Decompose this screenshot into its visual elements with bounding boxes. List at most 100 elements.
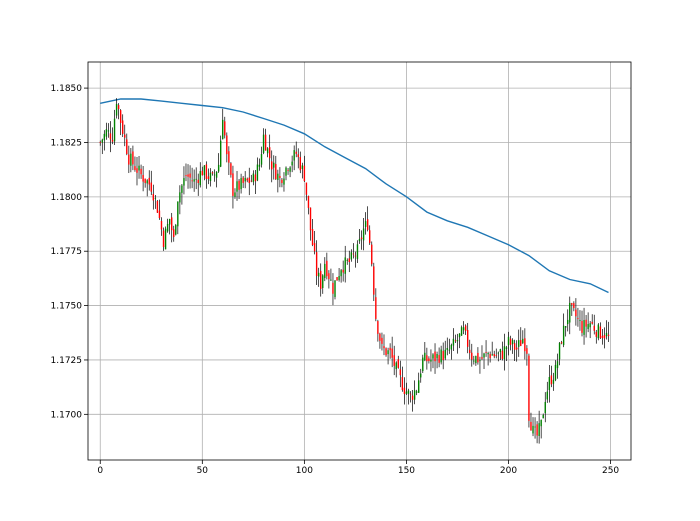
- candle-up-body: [138, 165, 140, 171]
- candle-down-body: [501, 350, 504, 359]
- candle-up-body: [262, 134, 265, 153]
- candle-down-body: [595, 331, 597, 337]
- candle-down-body: [191, 180, 193, 182]
- candle-up-body: [483, 353, 485, 358]
- candle-up-body: [579, 320, 581, 321]
- candle-up-body: [362, 228, 365, 241]
- candle-down-body: [189, 173, 191, 178]
- candle-down-body: [342, 269, 344, 273]
- candle-down-body: [148, 177, 150, 185]
- candle-down-body: [550, 375, 553, 385]
- candle-down-body: [348, 258, 350, 263]
- candle-up-body: [252, 173, 255, 183]
- candle-down-body: [397, 359, 399, 368]
- candle-down-body: [526, 348, 528, 354]
- candle-down-body: [575, 309, 577, 317]
- candle-down-body: [524, 338, 526, 352]
- candle-down-body: [391, 348, 393, 358]
- candle-down-body: [379, 333, 381, 341]
- candle-down-body: [144, 178, 146, 183]
- x-tick-label: 200: [500, 466, 517, 476]
- x-tick-label: 150: [398, 466, 415, 476]
- candle-up-body: [244, 177, 246, 182]
- plot-frame: [87, 61, 632, 461]
- candle-down-body: [226, 135, 228, 155]
- candle-down-body: [238, 180, 240, 190]
- candle-up-body: [283, 178, 285, 185]
- candle-down-body: [320, 270, 322, 289]
- candle-down-body: [571, 303, 573, 305]
- candle-down-body: [305, 182, 308, 195]
- candle-down-body: [299, 157, 302, 171]
- candle-down-body: [434, 351, 436, 362]
- candle-up-body: [479, 360, 481, 362]
- candle-down-body: [389, 347, 391, 351]
- candle-up-body: [475, 355, 477, 364]
- candle-down-body: [303, 165, 306, 182]
- candle-up-body: [240, 178, 242, 190]
- candle-down-body: [442, 350, 444, 360]
- candle-up-body: [115, 103, 118, 116]
- candle-up-body: [554, 364, 557, 381]
- candle-up-body: [289, 167, 291, 172]
- candle-down-body: [264, 134, 267, 151]
- candle-down-body: [591, 321, 593, 324]
- candle-down-body: [307, 195, 310, 208]
- candle-up-body: [440, 349, 442, 363]
- candle-up-body: [548, 377, 551, 391]
- candle-down-body: [409, 393, 412, 395]
- candle-up-body: [330, 279, 332, 281]
- candle-up-body: [168, 218, 171, 225]
- candle-down-body: [332, 282, 334, 294]
- candle-up-body: [507, 336, 510, 346]
- candle-up-body: [415, 391, 418, 393]
- candle-down-body: [99, 142, 101, 143]
- candle-down-body: [230, 163, 232, 175]
- candle-up-body: [107, 130, 110, 132]
- candle-up-body: [209, 172, 212, 182]
- candle-up-body: [462, 327, 465, 331]
- y-axis: 1.1700 1.1725 1.1750 1.1775 1.1800 1.1825 1.18…: [51, 84, 88, 420]
- candle-up-body: [340, 270, 342, 277]
- candle-up-body: [511, 340, 514, 345]
- candle-up-body: [407, 390, 410, 394]
- candle-up-body: [105, 129, 108, 137]
- candle-down-body: [279, 175, 281, 178]
- candle-up-body: [222, 119, 224, 140]
- candle-down-body: [201, 170, 204, 176]
- candle-down-body: [403, 387, 406, 395]
- candle-up-body: [130, 153, 132, 166]
- candle-up-body: [260, 153, 263, 165]
- candle-up-body: [424, 352, 426, 361]
- candle-down-body: [162, 230, 165, 247]
- y-tick-label: 1.1700: [51, 410, 83, 420]
- candle-up-body: [538, 423, 540, 436]
- candle-up-body: [199, 171, 201, 186]
- candle-up-body: [597, 324, 600, 339]
- candle-up-body: [473, 360, 475, 362]
- candle-up-body: [301, 165, 304, 169]
- candle-up-body: [564, 326, 567, 328]
- candle-down-body: [560, 342, 563, 344]
- candle-down-body: [585, 319, 587, 327]
- candle-down-body: [158, 210, 161, 219]
- candle-down-body: [360, 237, 363, 240]
- candle-up-body: [605, 332, 608, 337]
- candle-up-body: [322, 275, 324, 289]
- x-tick-label: 100: [296, 466, 313, 476]
- candle-down-body: [481, 357, 483, 359]
- candle-down-body: [297, 154, 299, 158]
- candle-up-body: [505, 347, 508, 350]
- candle-down-body: [132, 151, 134, 165]
- candle-down-body: [275, 163, 277, 180]
- candle-down-body: [152, 193, 155, 201]
- candle-up-body: [422, 357, 424, 372]
- candle-down-body: [109, 133, 112, 140]
- candle-up-body: [203, 165, 206, 176]
- candle-down-body: [311, 229, 314, 246]
- candle-up-body: [113, 118, 116, 142]
- candle-up-body: [103, 133, 106, 141]
- candle-up-body: [195, 178, 197, 180]
- candle-up-body: [183, 178, 185, 186]
- candle-down-body: [428, 358, 430, 362]
